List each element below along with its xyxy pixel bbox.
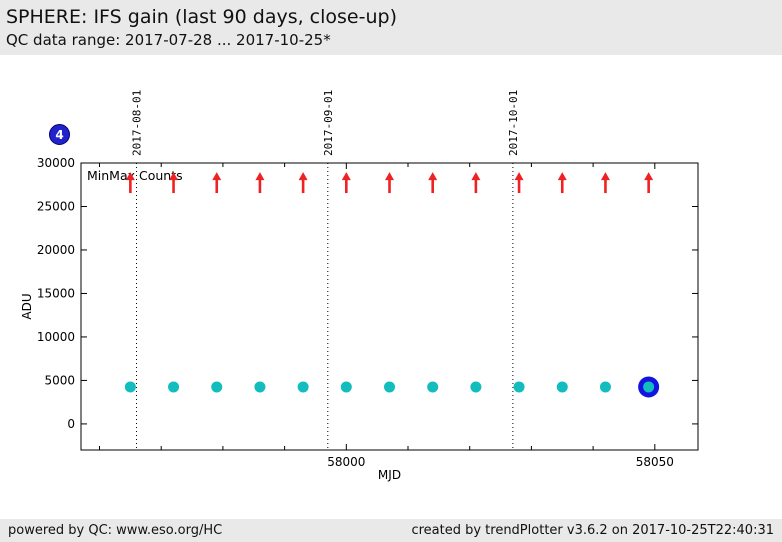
y-tick-label: 10000 <box>37 330 75 344</box>
data-point <box>168 381 180 393</box>
minmax-arrow-icon <box>557 172 567 181</box>
date-marker-label: 2017-09-01 <box>322 90 335 156</box>
data-point <box>599 381 611 393</box>
page-title: SPHERE: IFS gain (last 90 days, close-up… <box>6 6 397 28</box>
data-point <box>470 381 482 393</box>
minmax-arrow-icon <box>212 172 222 181</box>
data-point <box>427 381 439 393</box>
date-marker-label: 2017-08-01 <box>131 90 144 156</box>
data-point <box>254 381 266 393</box>
footer-bar: powered by QC: www.eso.org/HC created by… <box>0 519 782 542</box>
footer-created-by: created by trendPlotter v3.6.2 on 2017-1… <box>411 523 774 538</box>
data-point <box>297 381 309 393</box>
minmax-arrow-icon <box>428 172 438 181</box>
y-tick-label: 20000 <box>37 243 75 257</box>
minmax-counts-label: MinMax Counts <box>87 168 183 183</box>
x-axis-label: MJD <box>378 468 401 482</box>
minmax-arrow-icon <box>471 172 481 181</box>
y-axis-label: ADU <box>20 293 34 319</box>
minmax-arrow-icon <box>644 172 654 181</box>
x-tick-label: 58000 <box>327 455 365 469</box>
y-tick-label: 0 <box>67 417 75 431</box>
latest-data-point <box>643 381 655 393</box>
qc-data-range: QC data range: 2017-07-28 ... 2017-10-25… <box>6 31 331 49</box>
data-point <box>211 381 223 393</box>
y-tick-label: 15000 <box>37 286 75 300</box>
minmax-arrow-icon <box>341 172 351 181</box>
footer-powered-by: powered by QC: www.eso.org/HC <box>8 523 223 538</box>
data-point <box>340 381 352 393</box>
minmax-arrow-icon <box>169 172 179 181</box>
data-point <box>124 381 136 393</box>
minmax-arrow-icon <box>125 172 135 181</box>
minmax-arrow-icon <box>514 172 524 181</box>
minmax-arrow-icon <box>298 172 308 181</box>
minmax-arrow-icon <box>385 172 394 181</box>
header-bar: SPHERE: IFS gain (last 90 days, close-up… <box>0 0 782 55</box>
data-point <box>384 381 395 393</box>
minmax-arrow-icon <box>600 172 610 181</box>
y-tick-label: 25000 <box>37 199 75 213</box>
y-tick-label: 5000 <box>44 373 75 387</box>
data-point <box>513 381 525 393</box>
date-marker-label: 2017-10-01 <box>507 90 520 156</box>
plot-frame <box>80 162 699 451</box>
minmax-arrow-icon <box>255 172 265 181</box>
data-point <box>556 381 568 393</box>
score-badge[interactable]: 4 <box>49 124 70 145</box>
y-tick-label: 30000 <box>37 156 75 170</box>
x-tick-label: 58050 <box>636 455 674 469</box>
